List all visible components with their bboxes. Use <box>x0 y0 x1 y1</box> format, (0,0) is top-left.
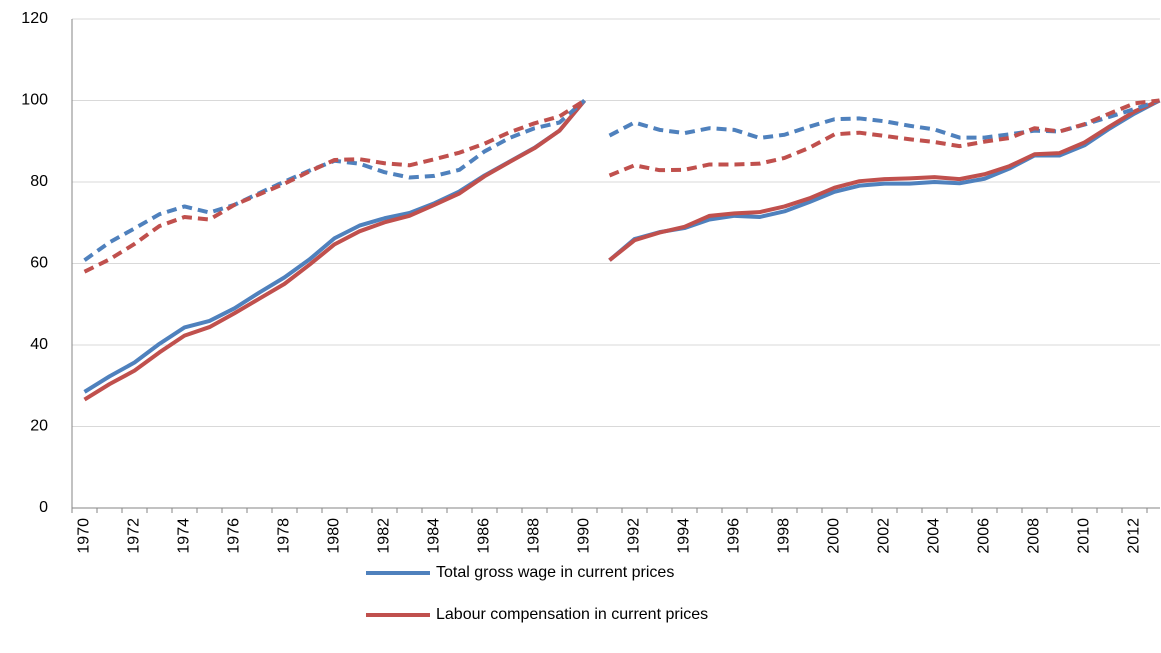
y-tick-label: 0 <box>39 499 48 516</box>
legend-label: Total gross wage in current prices <box>436 564 674 581</box>
x-tick-label: 1986 <box>476 518 493 554</box>
data-line <box>83 99 587 402</box>
x-tick-label: 2008 <box>1026 518 1043 554</box>
x-tick-label: 2004 <box>926 518 943 554</box>
x-tick-label: 1984 <box>426 518 443 554</box>
y-tick-label: 20 <box>30 418 48 435</box>
x-tick-label: 2006 <box>976 518 993 554</box>
x-tick-label: 1990 <box>576 518 593 554</box>
x-tick-label: 1998 <box>776 518 793 554</box>
data-line <box>608 98 1160 178</box>
x-tick-label: 1994 <box>676 518 693 554</box>
data-line <box>608 98 1161 262</box>
y-tick-label: 60 <box>30 255 48 272</box>
x-tick-label: 1972 <box>126 518 143 554</box>
x-tick-label: 1992 <box>626 518 643 554</box>
x-tick-label: 1996 <box>726 518 743 554</box>
x-tick-label: 1982 <box>376 518 393 554</box>
y-tick-label: 80 <box>30 173 48 190</box>
x-tick-label: 1970 <box>76 518 93 554</box>
data-line <box>83 98 586 274</box>
x-tick-label: 1980 <box>326 518 343 554</box>
x-tick-label: 1974 <box>176 518 193 554</box>
y-tick-label: 40 <box>30 336 48 353</box>
x-tick-label: 1978 <box>276 518 293 554</box>
y-tick-label: 100 <box>21 92 48 109</box>
y-tick-label: 120 <box>21 10 48 27</box>
x-tick-label: 2010 <box>1076 518 1093 554</box>
x-tick-label: 2002 <box>876 518 893 554</box>
x-tick-label: 2000 <box>826 518 843 554</box>
x-tick-label: 2012 <box>1126 518 1143 554</box>
data-line <box>608 98 1161 140</box>
x-tick-label: 1988 <box>526 518 543 554</box>
legend-label: Labour compensation in current prices <box>436 606 708 623</box>
x-tick-label: 1976 <box>226 518 243 554</box>
data-line <box>608 98 1161 262</box>
